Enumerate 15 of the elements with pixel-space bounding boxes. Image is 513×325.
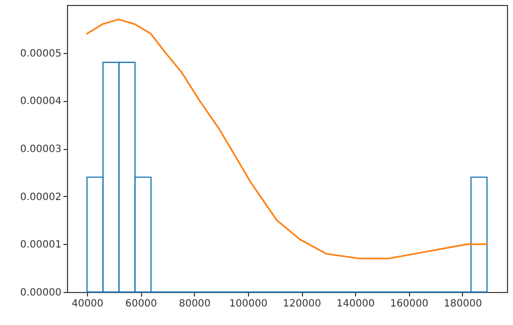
- x-tick-label: 60000: [125, 298, 158, 310]
- x-tick-label: 120000: [282, 298, 322, 310]
- y-tick-label: 0.00005: [20, 48, 62, 60]
- y-tick-label: 0.00002: [20, 192, 62, 203]
- x-tick-label: 140000: [336, 298, 375, 310]
- line-series: [86, 18, 488, 260]
- x-tick-label: 40000: [72, 298, 104, 310]
- y-tick-label: 0.00003: [20, 144, 62, 155]
- y-tick-label: 0.00000: [20, 288, 62, 298]
- y-tick-label: 0.00004: [20, 96, 62, 108]
- x-tick-label: 100000: [229, 298, 268, 310]
- x-tick-label: 80000: [178, 298, 211, 310]
- x-tick-label: 180000: [444, 298, 482, 310]
- y-tick-label: 0.00001: [20, 240, 62, 251]
- x-tick-label: 160000: [390, 298, 428, 310]
